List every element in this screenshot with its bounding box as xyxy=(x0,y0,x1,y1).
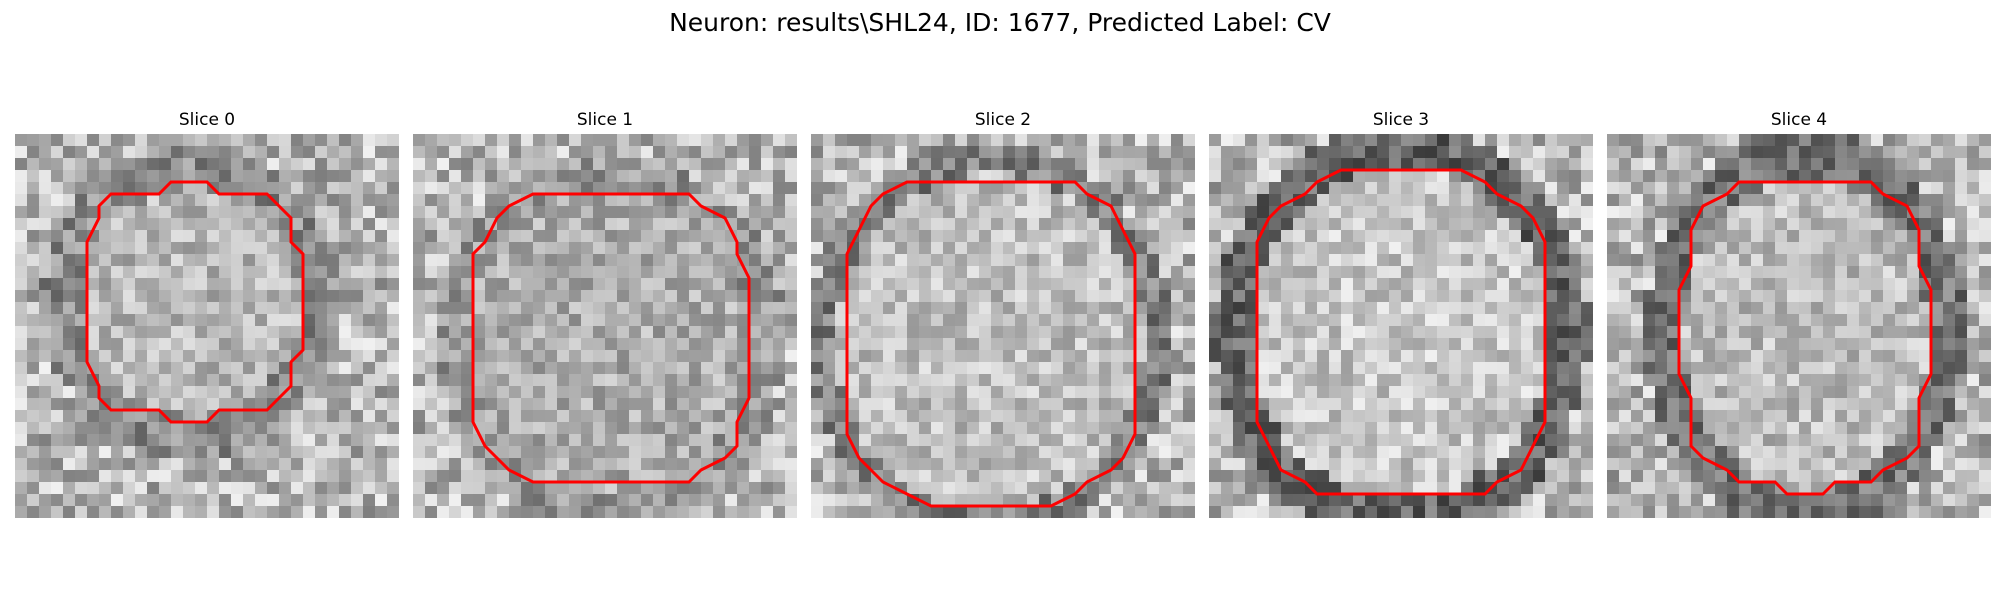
segmentation-contour xyxy=(85,180,305,424)
slice-title-0: Slice 0 xyxy=(178,110,236,130)
pixel-grid xyxy=(15,134,399,518)
slice-title-3: Slice 3 xyxy=(1372,110,1430,130)
segmentation-contour xyxy=(471,192,751,484)
segmentation-contour xyxy=(845,180,1137,508)
segmentation-contour xyxy=(1677,180,1933,496)
slice-image-0 xyxy=(15,134,399,518)
pixel-grid xyxy=(413,134,797,518)
pixel-grid xyxy=(811,134,1195,518)
slice-image-2 xyxy=(811,134,1195,518)
pixel-grid xyxy=(1209,134,1593,518)
figure-title: Neuron: results\SHL24, ID: 1677, Predict… xyxy=(669,8,1331,37)
slice-image-3 xyxy=(1209,134,1593,518)
pixel-grid xyxy=(1607,134,1991,518)
slice-title-2: Slice 2 xyxy=(974,110,1032,130)
segmentation-contour xyxy=(1255,168,1547,496)
slice-image-4 xyxy=(1607,134,1991,518)
slice-image-1 xyxy=(413,134,797,518)
slice-title-4: Slice 4 xyxy=(1770,110,1828,130)
slice-title-1: Slice 1 xyxy=(576,110,634,130)
